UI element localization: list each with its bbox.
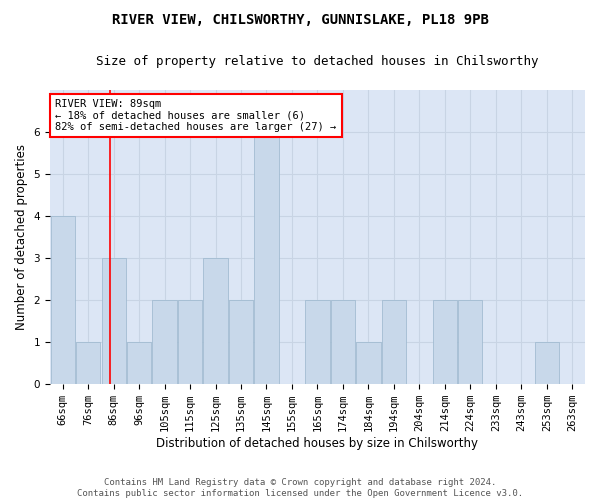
Bar: [50, 216, 75, 384]
Bar: [178, 300, 202, 384]
Bar: [535, 342, 559, 384]
Bar: [382, 300, 406, 384]
Y-axis label: Number of detached properties: Number of detached properties: [15, 144, 28, 330]
Bar: [433, 300, 457, 384]
Bar: [229, 300, 253, 384]
Bar: [254, 132, 278, 384]
Bar: [76, 342, 100, 384]
Bar: [203, 258, 227, 384]
Text: RIVER VIEW: 89sqm
← 18% of detached houses are smaller (6)
82% of semi-detached : RIVER VIEW: 89sqm ← 18% of detached hous…: [55, 99, 337, 132]
Bar: [101, 258, 126, 384]
Bar: [305, 300, 329, 384]
Bar: [356, 342, 380, 384]
Title: Size of property relative to detached houses in Chilsworthy: Size of property relative to detached ho…: [96, 55, 539, 68]
Text: RIVER VIEW, CHILSWORTHY, GUNNISLAKE, PL18 9PB: RIVER VIEW, CHILSWORTHY, GUNNISLAKE, PL1…: [112, 12, 488, 26]
Bar: [458, 300, 482, 384]
Bar: [331, 300, 355, 384]
Text: Contains HM Land Registry data © Crown copyright and database right 2024.
Contai: Contains HM Land Registry data © Crown c…: [77, 478, 523, 498]
X-axis label: Distribution of detached houses by size in Chilsworthy: Distribution of detached houses by size …: [157, 437, 478, 450]
Bar: [152, 300, 176, 384]
Bar: [127, 342, 151, 384]
